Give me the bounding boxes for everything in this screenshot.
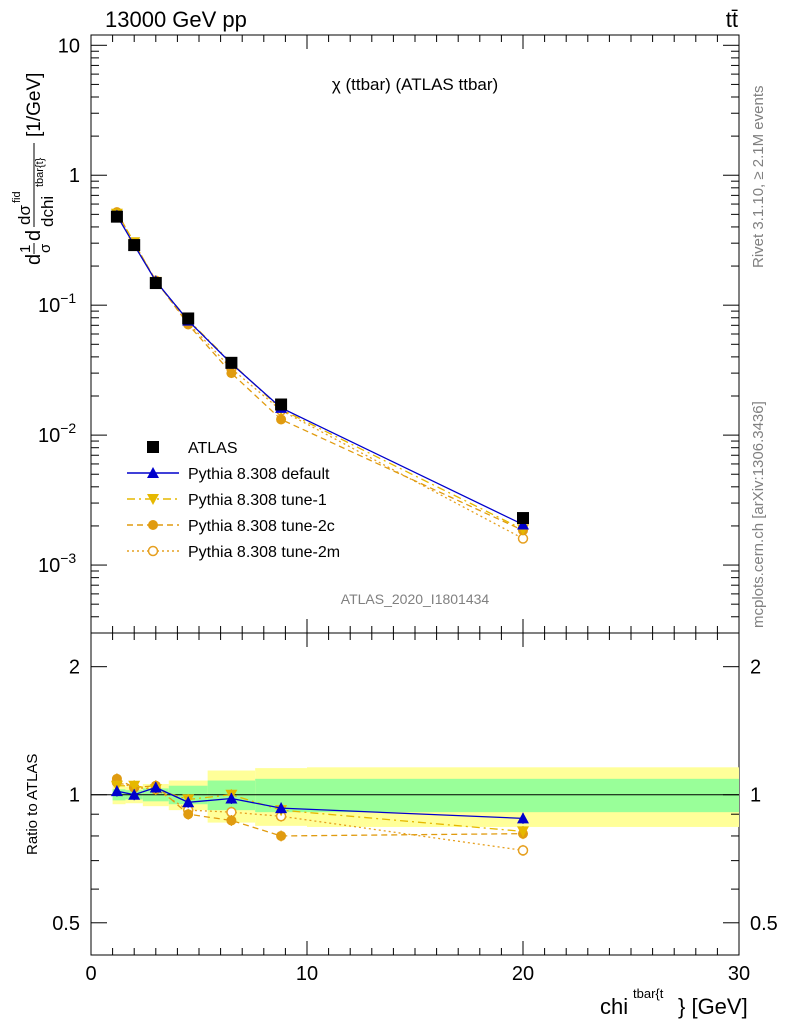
series-point-ratio [225,792,238,804]
ratio-tick-label-left: 1 [69,785,80,807]
legend-label: Pythia 8.308 tune-2c [188,518,335,535]
svg-text:} [GeV]: } [GeV] [678,994,748,1019]
legend-marker [147,467,159,478]
svg-text:dchi: dchi [38,196,57,227]
series-point-ratio [517,826,529,838]
svg-text:d: d [23,230,45,241]
series-point-ratio [128,788,141,800]
legend-marker [147,441,159,453]
legend-marker [147,494,159,505]
axes-ticks: 0 10 20 30 10 1 10−1 10−2 10−3 2 2 1 1 0.5 0.5 [38,35,778,985]
svg-text:tbar{t: tbar{t [633,986,664,1001]
atlas-point [517,512,529,525]
series-point-ratio [226,815,237,826]
atlas-point [225,356,238,369]
svg-text:fid: fid [11,191,23,203]
x-axis-label: chi tbar{t } [GeV] [600,986,748,1019]
series-point-ratio [183,809,194,820]
band-inner-bin [307,778,739,813]
y-tick-label: 10−3 [38,550,76,577]
energy-label: 13000 GeV pp [105,7,247,32]
svg-text:tbar{t}: tbar{t} [34,157,46,187]
svg-text:1: 1 [17,245,34,253]
svg-text:[1/GeV]: [1/GeV] [24,73,45,137]
process-label: tt̄ [726,7,738,32]
y-tick-label: 10−2 [38,420,76,447]
rivet-label: Rivet 3.1.10, ≥ 2.1M events [750,86,767,269]
series-point-ratio [182,796,195,808]
legend-label: Pythia 8.308 tune-1 [188,492,327,509]
y-tick-label: 1 [69,165,80,187]
series-point-ratio [128,780,141,792]
data-series [110,207,529,856]
atlas-point [182,312,195,325]
legend-marker [148,520,158,530]
ratio-tick-label-left: 0.5 [52,913,80,935]
legend-label: Pythia 8.308 tune-2m [188,544,340,561]
svg-text:dσ: dσ [15,205,34,225]
x-tick-label: 0 [85,963,96,985]
ratio-y-axis-label: Ratio to ATLAS [24,754,41,855]
ratio-tick-label-right: 0.5 [750,913,778,935]
series-line-top [116,212,524,540]
plot-title: χ (ttbar) (ATLAS ttbar) [332,75,498,94]
atlas-point [110,210,123,223]
atlas-point [275,398,288,411]
svg-text:σ: σ [37,243,54,253]
top-y-axis-label: d 1 σ d dσ fid dchi tbar{t} [1/GeV] [11,73,57,265]
y-tick-label: 10 [58,35,80,57]
series-point-ratio [149,781,162,793]
x-tick-label: 30 [728,963,750,985]
svg-text:d: d [23,254,45,265]
series-point-ratio [275,802,288,814]
ratio-tick-label-left: 2 [69,657,80,679]
legend-label: ATLAS [188,440,238,457]
atlas-point [128,239,141,252]
series-point-top [226,368,237,379]
series-point-top [276,414,287,425]
series-point-ratio [517,812,529,824]
legend-label: Pythia 8.308 default [188,466,330,483]
y-tick-label: 10−1 [38,290,76,317]
series-point-ratio [276,830,287,841]
legend-marker [147,545,159,557]
atlas-point [149,277,162,290]
mcplots-label: mcplots.cern.ch [arXiv:1306.3436] [750,401,767,628]
ratio-tick-label-right: 1 [750,785,761,807]
svg-text:chi: chi [600,994,628,1019]
analysis-id: ATLAS_2020_I1801434 [341,591,490,607]
series-point-ratio [517,845,529,856]
x-tick-label: 20 [512,963,534,985]
series-point-ratio [110,785,123,797]
ratio-tick-label-right: 2 [750,657,761,679]
legend: ATLAS Pythia 8.308 default Pythia 8.308 tu… [127,440,340,561]
x-tick-label: 10 [296,963,318,985]
